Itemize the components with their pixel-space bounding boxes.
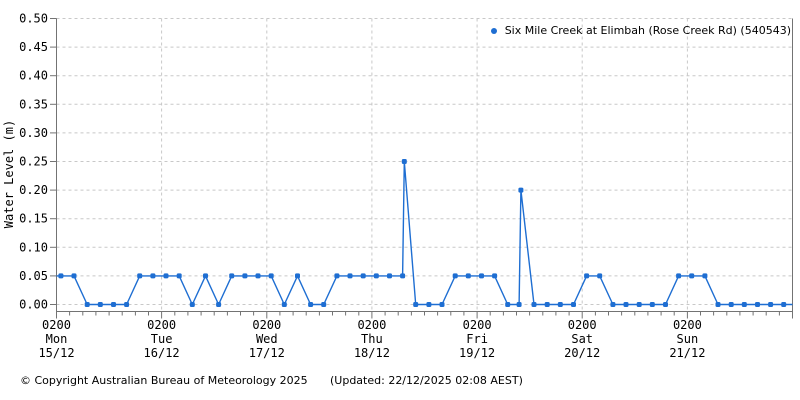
data-point [531, 302, 537, 307]
data-point [516, 302, 522, 307]
data-point [84, 302, 90, 307]
data-point [124, 302, 130, 307]
x-tick-date-label: 19/12 [459, 346, 495, 360]
legend-label: Six Mile Creek at Elimbah (Rose Creek Rd… [504, 24, 791, 37]
data-point [689, 273, 695, 279]
data-point [413, 302, 419, 307]
data-point [492, 273, 498, 279]
legend: Six Mile Creek at Elimbah (Rose Creek Rd… [490, 24, 791, 37]
x-tick-day-label: Sat [571, 332, 593, 346]
data-point [649, 302, 655, 307]
data-point [137, 273, 143, 279]
y-tick-label: 0.25 [19, 155, 48, 169]
data-point [439, 302, 445, 307]
data-point [584, 273, 590, 279]
data-point [229, 273, 235, 279]
data-point [163, 273, 169, 279]
data-point [321, 302, 327, 307]
x-tick-time-label: 0200 [42, 318, 71, 332]
x-tick-time-label: 0200 [252, 318, 281, 332]
data-point [741, 302, 747, 307]
data-point [334, 273, 340, 279]
data-point [255, 273, 261, 279]
x-tick-day-label: Tue [151, 332, 173, 346]
data-point [426, 302, 432, 307]
data-point [242, 273, 248, 279]
y-axis-title: Water Level (m) [2, 119, 16, 229]
y-tick-label: 0.05 [19, 269, 48, 283]
data-point [71, 273, 77, 279]
data-point [150, 273, 156, 279]
legend-marker-dot [490, 27, 497, 34]
x-tick-date-label: 20/12 [564, 346, 600, 360]
water-level-chart-canvas: 0.00 0.05 0.10 0.15 0.20 0.25 0.30 0.35 0.40 0.45… [19, 12, 793, 360]
data-point [295, 273, 300, 279]
y-tick-label: 0.35 [19, 97, 48, 111]
data-point [663, 302, 668, 307]
y-tick-label: 0.10 [19, 240, 48, 254]
data-point [636, 302, 642, 307]
x-tick-time-label: 0200 [463, 318, 492, 332]
x-tick-day-label: Mon [46, 332, 68, 346]
data-point [518, 187, 524, 193]
data-point [623, 302, 629, 307]
data-point [268, 273, 274, 279]
x-tick-date-label: 15/12 [38, 346, 74, 360]
x-tick-time-label: 0200 [357, 318, 386, 332]
data-point [479, 273, 484, 279]
data-point [347, 273, 353, 279]
x-tick-day-label: Sun [677, 332, 699, 346]
water-level-line [56, 160, 793, 306]
data-point [465, 273, 471, 279]
data-point [676, 273, 682, 279]
data-point [544, 302, 550, 307]
data-point [176, 273, 182, 279]
data-point [97, 302, 103, 307]
data-point [360, 273, 366, 279]
x-tick-day-label: Thu [361, 332, 383, 346]
data-point [768, 302, 774, 307]
data-point [111, 302, 116, 307]
copyright-text: © Copyright Australian Bureau of Meteoro… [20, 374, 308, 387]
x-tick-date-label: 21/12 [669, 346, 705, 360]
x-tick-day-label: Fri [466, 332, 488, 346]
x-tick-date-label: 17/12 [249, 346, 285, 360]
data-point [452, 273, 458, 279]
data-point [281, 302, 287, 307]
data-point [571, 302, 576, 307]
data-point [702, 273, 708, 279]
data-point [308, 302, 314, 307]
y-tick-label: 0.20 [19, 183, 48, 197]
data-point [505, 302, 511, 307]
data-point [597, 273, 603, 279]
x-tick-time-label: 0200 [568, 318, 597, 332]
data-point [203, 273, 208, 279]
y-tick-label: 0.30 [19, 126, 48, 140]
data-point [401, 159, 407, 164]
y-tick-label: 0.15 [19, 212, 48, 226]
data-point [755, 302, 760, 307]
data-point [58, 273, 64, 279]
data-point [715, 302, 721, 307]
y-tick-label: 0.40 [19, 69, 48, 83]
data-point [373, 273, 379, 279]
x-tick-day-label: Wed [256, 332, 278, 346]
data-point [781, 302, 787, 307]
data-point [387, 273, 392, 279]
x-tick-time-label: 0200 [147, 318, 176, 332]
updated-text: (Updated: 22/12/2025 02:08 AEST) [330, 374, 523, 387]
x-tick-date-label: 18/12 [354, 346, 390, 360]
y-tick-label: 0.45 [19, 40, 48, 54]
data-point [557, 302, 563, 307]
data-point [189, 302, 195, 307]
data-point [400, 273, 406, 279]
y-tick-label: 0.00 [19, 298, 48, 312]
data-point [610, 302, 616, 307]
data-point [728, 302, 734, 307]
x-tick-date-label: 16/12 [144, 346, 180, 360]
x-tick-time-label: 0200 [673, 318, 702, 332]
data-point [216, 302, 222, 307]
y-tick-label: 0.50 [19, 12, 48, 26]
